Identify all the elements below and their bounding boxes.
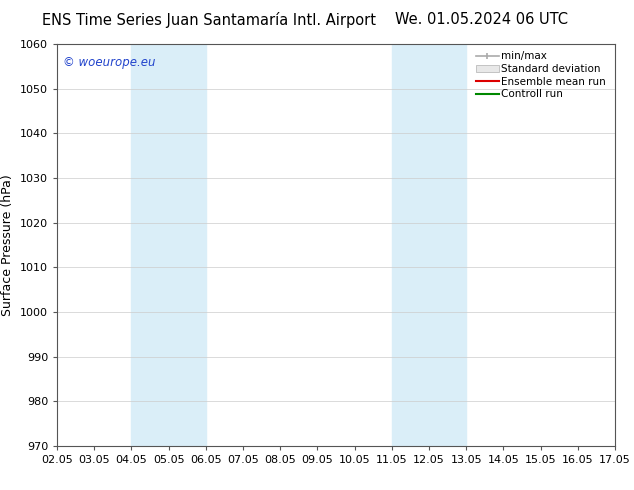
Text: © woeurope.eu: © woeurope.eu [63, 56, 155, 69]
Text: ENS Time Series Juan Santamaría Intl. Airport: ENS Time Series Juan Santamaría Intl. Ai… [42, 12, 376, 28]
Text: We. 01.05.2024 06 UTC: We. 01.05.2024 06 UTC [396, 12, 568, 27]
Bar [392, 44, 466, 446]
Bar [131, 44, 206, 446]
Legend: min/max, Standard deviation, Ensemble mean run, Controll run: min/max, Standard deviation, Ensemble me… [474, 49, 610, 101]
Y-axis label: Surface Pressure (hPa): Surface Pressure (hPa) [1, 174, 15, 316]
